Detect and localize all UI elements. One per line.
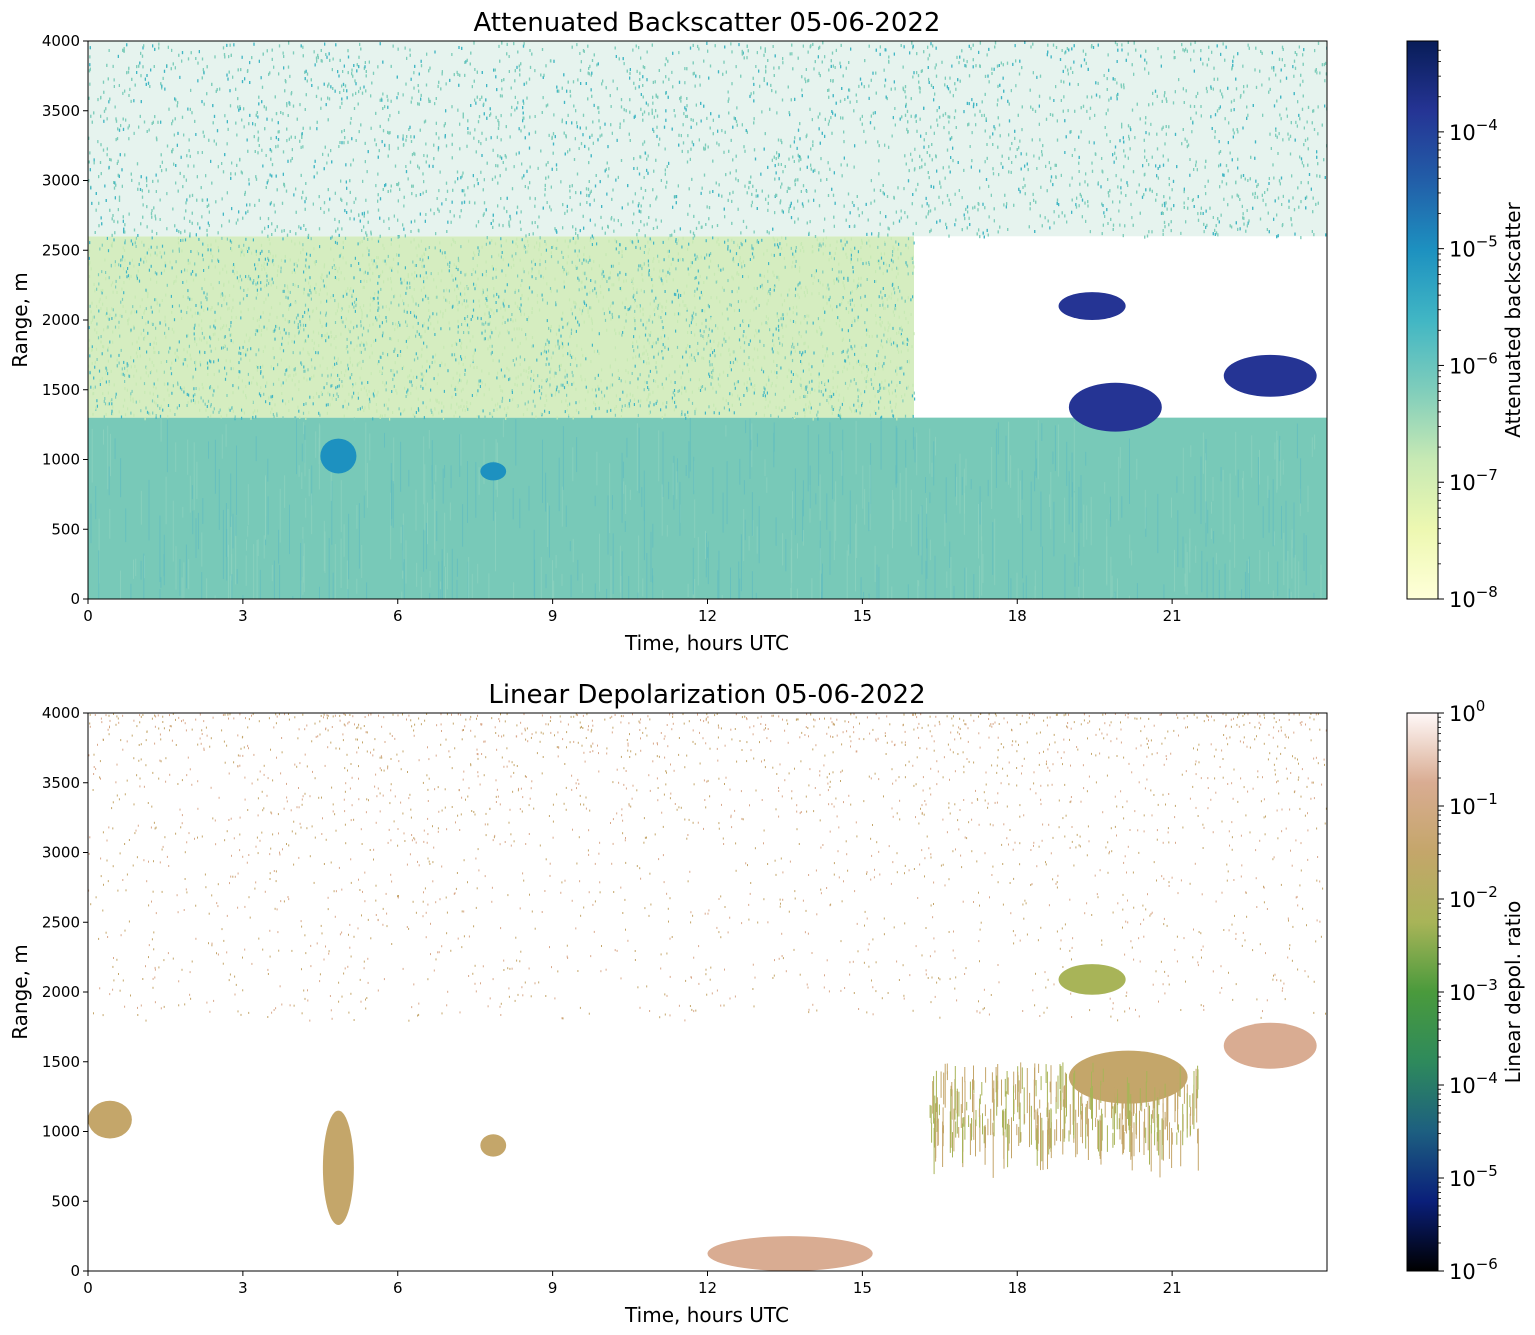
depolarization-colorbar-tick-label: 10−3 <box>1449 976 1498 1005</box>
depolarization-x-tick-label: 3 <box>238 1279 248 1297</box>
depolarization-y-tick-label: 3500 <box>42 774 80 792</box>
backscatter-y-tick-label: 4000 <box>42 32 80 50</box>
depolarization-x-ticks: 0 3 6 9 12 15 18 21 <box>83 1271 1182 1297</box>
backscatter-colorbar-bar <box>1406 40 1439 600</box>
backscatter-panel: Attenuated Backscatter 05-06-2022 0 3 6 9 12… <box>8 8 1525 655</box>
backscatter-cloud <box>1068 382 1162 432</box>
backscatter-cloud <box>1223 354 1317 397</box>
depolarization-colorbar-ticks: 10−6 10−5 10−4 10−3 10−2 10−1 100 <box>1438 697 1498 1284</box>
depolarization-x-label: Time, hours UTC <box>624 1303 789 1327</box>
depolarization-x-tick-label: 21 <box>1163 1279 1182 1297</box>
depolarization-y-tick-label: 2500 <box>42 913 80 931</box>
backscatter-colorbar-tick-label: 10−8 <box>1449 583 1498 612</box>
backscatter-colorbar-tick-label: 10−5 <box>1449 233 1498 262</box>
depolarization-y-tick-label: 1000 <box>42 1123 80 1141</box>
backscatter-y-tick-label: 500 <box>51 520 80 538</box>
backscatter-x-tick-label: 12 <box>698 607 717 625</box>
backscatter-colorbar-tick-label: 10−6 <box>1449 349 1498 378</box>
backscatter-y-label: Range, m <box>8 272 32 368</box>
backscatter-y-tick-label: 2500 <box>42 241 80 259</box>
depolarization-cloud <box>1223 1022 1317 1069</box>
depolarization-speckle <box>88 713 1327 1022</box>
backscatter-x-tick-label: 15 <box>853 607 872 625</box>
backscatter-colorbar-label: Attenuated backscatter <box>1501 201 1525 437</box>
backscatter-colorbar-ticks: 10−8 10−7 10−6 10−5 10−4 <box>1438 49 1498 612</box>
depolarization-aerosol-layer <box>88 1100 132 1139</box>
backscatter-aerosol-plume <box>320 438 357 474</box>
backscatter-colorbar-tick-label: 10−4 <box>1449 116 1498 145</box>
backscatter-cloud <box>1058 292 1126 320</box>
backscatter-aerosol-plume <box>480 462 507 481</box>
depolarization-plume <box>480 1134 507 1157</box>
depolarization-title: Linear Depolarization 05-06-2022 <box>488 680 925 710</box>
depolarization-cloud <box>1068 1050 1188 1104</box>
depolarization-colorbar-tick-label: 10−1 <box>1449 790 1498 819</box>
backscatter-y-ticks: 0 500 1000 1500 2000 2500 3000 3500 4000 <box>42 32 88 608</box>
depolarization-cloud <box>1058 964 1126 995</box>
backscatter-y-tick-label: 3000 <box>42 172 80 190</box>
depolarization-colorbar-tick-label: 10−2 <box>1449 883 1498 912</box>
depolarization-y-tick-label: 0 <box>70 1262 80 1280</box>
depolarization-x-tick-label: 9 <box>548 1279 558 1297</box>
backscatter-colorbar: 10−8 10−7 10−6 10−5 10−4 Attenuated backscat… <box>1406 40 1525 612</box>
depolarization-y-tick-label: 3000 <box>42 844 80 862</box>
backscatter-x-ticks: 0 3 6 9 12 15 18 21 <box>83 599 1182 625</box>
backscatter-x-tick-label: 21 <box>1163 607 1182 625</box>
depolarization-y-ticks: 0 500 1000 1500 2000 2500 3000 3500 4000 <box>42 704 88 1280</box>
backscatter-colorbar-tick-label: 10−7 <box>1449 466 1498 495</box>
depolarization-colorbar-tick-label: 10−4 <box>1449 1069 1498 1098</box>
backscatter-speckle <box>88 41 1327 240</box>
backscatter-y-tick-label: 3500 <box>42 102 80 120</box>
backscatter-title: Attenuated Backscatter 05-06-2022 <box>474 8 941 38</box>
depolarization-near-surface <box>707 1236 873 1271</box>
backscatter-y-tick-label: 1000 <box>42 451 80 469</box>
depolarization-y-tick-label: 500 <box>51 1192 80 1210</box>
backscatter-plot-area <box>88 41 1327 599</box>
depolarization-x-tick-label: 0 <box>83 1279 93 1297</box>
depolarization-y-tick-label: 1500 <box>42 1053 80 1071</box>
backscatter-x-tick-label: 6 <box>393 607 403 625</box>
depolarization-plume <box>322 1110 354 1225</box>
depolarization-y-tick-label: 4000 <box>42 704 80 722</box>
depolarization-x-tick-label: 15 <box>853 1279 872 1297</box>
depolarization-colorbar-tick-label: 10−5 <box>1449 1162 1498 1191</box>
depolarization-x-tick-label: 12 <box>698 1279 717 1297</box>
depolarization-background <box>88 713 1327 1271</box>
depolarization-colorbar-tick-label: 100 <box>1449 697 1485 726</box>
backscatter-y-tick-label: 2000 <box>42 311 80 329</box>
depolarization-plot-area <box>88 713 1327 1271</box>
backscatter-x-label: Time, hours UTC <box>624 631 789 655</box>
depolarization-fall-streaks <box>929 1062 1199 1178</box>
backscatter-region <box>88 41 1327 237</box>
depolarization-y-label: Range, m <box>8 944 32 1040</box>
depolarization-x-tick-label: 6 <box>393 1279 403 1297</box>
backscatter-x-tick-label: 9 <box>548 607 558 625</box>
backscatter-region <box>88 417 1327 599</box>
depolarization-x-tick-label: 18 <box>1008 1279 1027 1297</box>
backscatter-x-tick-label: 0 <box>83 607 93 625</box>
depolarization-y-tick-label: 2000 <box>42 983 80 1001</box>
backscatter-x-tick-label: 3 <box>238 607 248 625</box>
depolarization-colorbar: 10−6 10−5 10−4 10−3 10−2 10−1 100 Linear depol… <box>1406 697 1525 1284</box>
depolarization-colorbar-bar <box>1406 712 1439 1272</box>
depolarization-colorbar-tick-label: 10−6 <box>1449 1255 1498 1284</box>
backscatter-speckle <box>88 236 916 421</box>
backscatter-y-tick-label: 0 <box>70 590 80 608</box>
backscatter-x-tick-label: 18 <box>1008 607 1027 625</box>
depolarization-panel: Linear Depolarization 05-06-2022 0 3 6 9 12 1… <box>8 680 1525 1327</box>
backscatter-y-tick-label: 1500 <box>42 381 80 399</box>
depolarization-colorbar-label: Linear depol. ratio <box>1501 901 1525 1084</box>
